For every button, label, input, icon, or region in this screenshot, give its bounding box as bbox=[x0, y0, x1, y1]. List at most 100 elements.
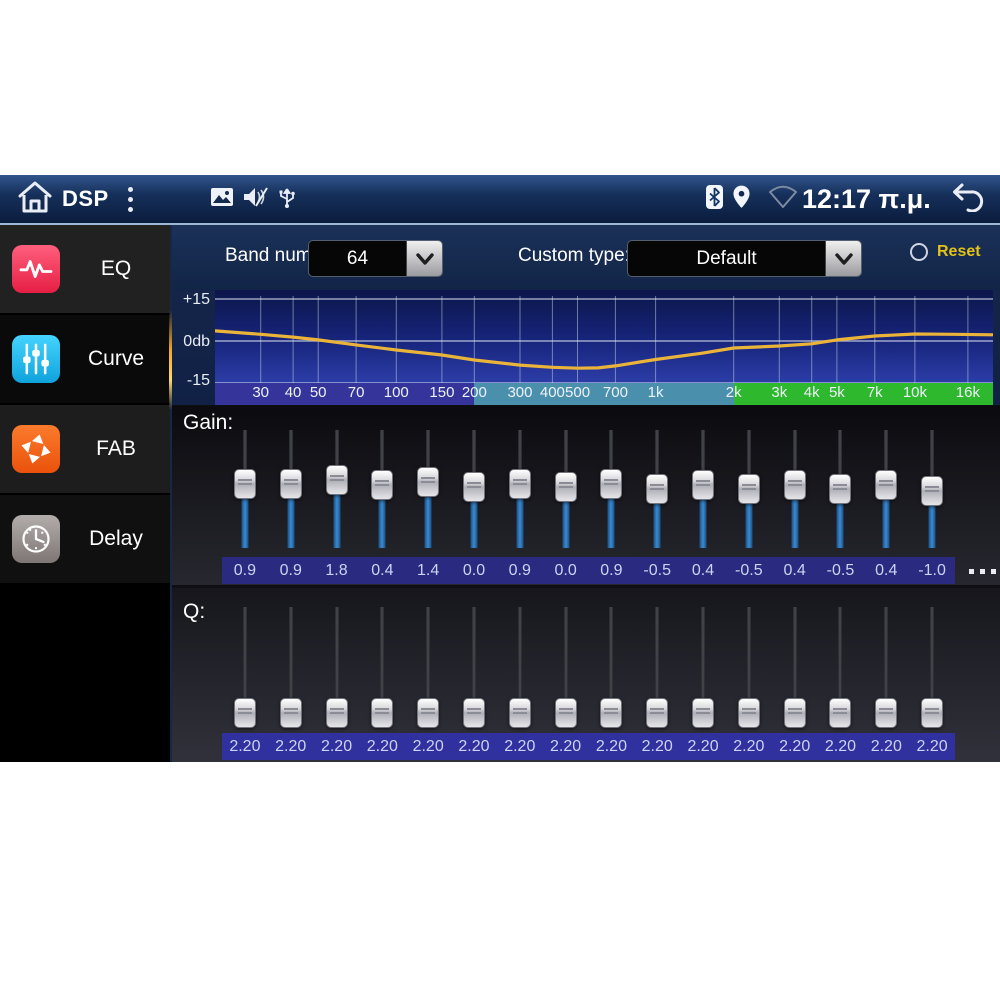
slider-thumb[interactable] bbox=[233, 698, 256, 728]
gain-value: 0.9 bbox=[279, 561, 302, 579]
slider-thumb[interactable] bbox=[829, 698, 852, 728]
home-icon bbox=[16, 179, 54, 220]
slider-track bbox=[242, 607, 247, 726]
slider-thumb[interactable] bbox=[783, 698, 806, 728]
slider-thumb[interactable] bbox=[554, 472, 577, 502]
gain-value: 0.9 bbox=[508, 561, 531, 579]
slider-track bbox=[701, 607, 706, 726]
x-axis-tick: 100 bbox=[383, 384, 409, 401]
slider-thumb[interactable] bbox=[646, 698, 669, 728]
sidebar-item-eq[interactable]: EQ bbox=[0, 225, 172, 315]
q-sliders bbox=[222, 605, 955, 728]
q-value: 2.20 bbox=[458, 737, 490, 755]
back-button[interactable] bbox=[948, 175, 986, 223]
gain-slider bbox=[497, 428, 543, 550]
q-slider bbox=[268, 605, 314, 728]
x-axis-tick: 200 bbox=[461, 384, 487, 401]
muted-speaker-icon bbox=[243, 186, 269, 213]
slider-thumb[interactable] bbox=[692, 470, 715, 500]
gain-section: Gain: 0.9 0.9 1.8 0.4 1.4 0.0 0.9 0.0 0.9 -0.5 0.4… bbox=[172, 406, 1000, 585]
gain-value: -1.0 bbox=[918, 561, 946, 579]
slider-thumb[interactable] bbox=[554, 698, 577, 728]
slider-thumb[interactable] bbox=[417, 467, 440, 497]
overflow-menu-icon bbox=[128, 186, 133, 212]
slider-thumb[interactable] bbox=[646, 474, 669, 504]
slider-thumb[interactable] bbox=[462, 698, 485, 728]
slider-thumb[interactable] bbox=[600, 698, 623, 728]
band-num-dropdown[interactable]: 64 bbox=[308, 240, 443, 277]
sidebar: EQ Curve FAB Delay bbox=[0, 225, 172, 762]
overflow-menu-button[interactable] bbox=[128, 175, 133, 223]
slider-active-track bbox=[378, 485, 386, 548]
slider-thumb[interactable] bbox=[233, 469, 256, 499]
q-value: 2.20 bbox=[733, 737, 765, 755]
gain-slider bbox=[268, 428, 314, 550]
y-axis-tick: -15 bbox=[186, 372, 210, 389]
y-axis-tick: +15 bbox=[182, 291, 210, 308]
q-value: 2.20 bbox=[779, 737, 811, 755]
gain-value: 0.0 bbox=[462, 561, 486, 579]
custom-type-dropdown[interactable]: Default bbox=[627, 240, 862, 277]
bluetooth-icon bbox=[706, 184, 723, 214]
x-axis-tick: 3k bbox=[771, 384, 788, 401]
home-button[interactable] bbox=[16, 175, 54, 223]
sidebar-item-curve[interactable]: Curve bbox=[0, 315, 172, 405]
slider-thumb[interactable] bbox=[417, 698, 440, 728]
slider-thumb[interactable] bbox=[371, 698, 394, 728]
slider-thumb[interactable] bbox=[508, 698, 531, 728]
gain-slider bbox=[359, 428, 405, 550]
more-bands-button[interactable] bbox=[964, 561, 1000, 581]
gain-value: 1.4 bbox=[417, 561, 440, 579]
sidebar-item-fab[interactable]: FAB bbox=[0, 405, 172, 495]
sidebar-item-label: FAB bbox=[96, 437, 136, 460]
reset-button[interactable]: Reset bbox=[910, 243, 981, 261]
fab-arrows-icon bbox=[12, 425, 60, 473]
q-value: 2.20 bbox=[366, 737, 398, 755]
sidebar-item-delay[interactable]: Delay bbox=[0, 495, 172, 585]
slider-thumb[interactable] bbox=[325, 465, 348, 495]
q-slider bbox=[863, 605, 909, 728]
slider-thumb[interactable] bbox=[279, 698, 302, 728]
q-value: 2.20 bbox=[504, 737, 536, 755]
slider-track bbox=[655, 607, 660, 726]
slider-track bbox=[884, 607, 889, 726]
slider-thumb[interactable] bbox=[508, 469, 531, 499]
slider-thumb[interactable] bbox=[875, 470, 898, 500]
slider-active-track bbox=[745, 489, 753, 548]
gain-value: 0.4 bbox=[691, 561, 715, 579]
slider-thumb[interactable] bbox=[921, 698, 944, 728]
q-value: 2.20 bbox=[687, 737, 719, 755]
x-axis-tick: 700 bbox=[602, 384, 628, 401]
q-slider bbox=[543, 605, 589, 728]
slider-thumb[interactable] bbox=[829, 474, 852, 504]
gain-value: -0.5 bbox=[643, 561, 671, 579]
chevron-down-icon[interactable] bbox=[825, 241, 861, 276]
slider-track bbox=[609, 607, 614, 726]
slider-thumb[interactable] bbox=[737, 474, 760, 504]
slider-thumb[interactable] bbox=[921, 476, 944, 506]
slider-active-track bbox=[562, 487, 570, 548]
slider-thumb[interactable] bbox=[875, 698, 898, 728]
slider-thumb[interactable] bbox=[600, 469, 623, 499]
slider-active-track bbox=[836, 489, 844, 548]
slider-thumb[interactable] bbox=[371, 470, 394, 500]
reset-radio-icon bbox=[910, 243, 928, 261]
slider-active-track bbox=[653, 489, 661, 548]
slider-thumb[interactable] bbox=[692, 698, 715, 728]
gain-value: 0.4 bbox=[875, 561, 898, 579]
slider-thumb[interactable] bbox=[737, 698, 760, 728]
q-slider bbox=[405, 605, 451, 728]
slider-track bbox=[517, 607, 522, 726]
delay-clock-icon bbox=[12, 515, 60, 563]
q-section: Q: 2.20 2.20 2.20 2.20 2.20 2.20 2.20 2.20 2.20 2… bbox=[172, 588, 1000, 762]
q-slider bbox=[634, 605, 680, 728]
slider-track bbox=[380, 607, 385, 726]
gain-label: Gain: bbox=[183, 411, 234, 434]
reset-label: Reset bbox=[937, 243, 981, 260]
chevron-down-icon[interactable] bbox=[406, 241, 442, 276]
slider-thumb[interactable] bbox=[783, 470, 806, 500]
slider-thumb[interactable] bbox=[325, 698, 348, 728]
slider-thumb[interactable] bbox=[279, 469, 302, 499]
gain-slider bbox=[634, 428, 680, 550]
slider-thumb[interactable] bbox=[462, 472, 485, 502]
